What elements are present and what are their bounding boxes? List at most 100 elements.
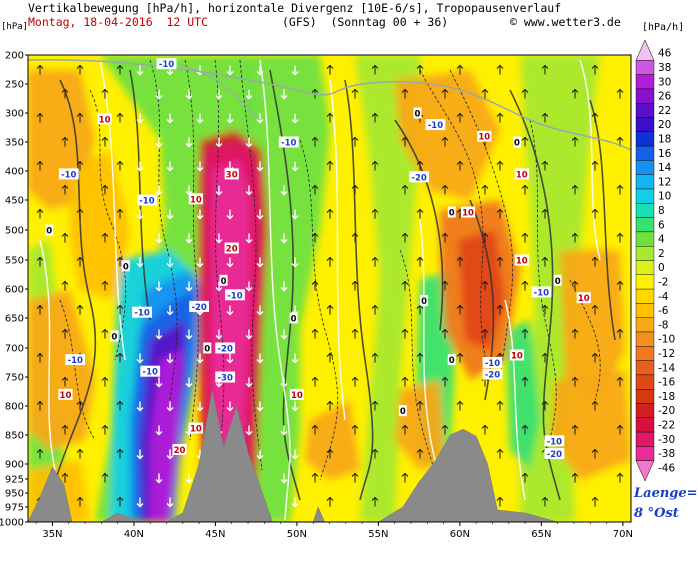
colorbar-label: -16 (658, 377, 675, 389)
up-arrow (116, 352, 124, 363)
zero-label-bg (398, 405, 407, 417)
up-arrow (456, 400, 464, 411)
up-arrow (441, 376, 449, 387)
up-arrow (36, 448, 44, 459)
colorbar-label: 38 (658, 62, 671, 74)
up-arrow (116, 496, 124, 507)
down-arrow (155, 377, 163, 388)
up-arrow (591, 208, 599, 219)
colorbar-label: 8 (658, 205, 665, 217)
up-arrow (571, 136, 579, 147)
colorbar-swatch (635, 217, 655, 233)
up-arrow (591, 256, 599, 267)
contour-label-bg (514, 254, 529, 266)
y-tick-label: 250 (5, 80, 24, 91)
up-arrow (496, 208, 504, 219)
up-arrow (521, 424, 529, 435)
down-arrow (215, 185, 223, 196)
colorbar-label: -8 (658, 319, 668, 331)
up-arrow (116, 112, 124, 123)
up-arrow (401, 88, 409, 99)
down-arrow (155, 233, 163, 244)
colorbar-swatch (635, 74, 655, 90)
down-arrow (215, 329, 223, 340)
contour-label-bg (531, 286, 552, 298)
up-arrow (101, 88, 109, 99)
contour-label-bg (215, 371, 236, 383)
up-arrow (541, 400, 549, 411)
down-arrow (280, 329, 288, 340)
contour-label-bg (132, 306, 152, 318)
up-arrow (116, 256, 124, 267)
zero-label-bg (110, 330, 119, 342)
contour-label: -10 (143, 368, 158, 378)
up-arrow (571, 184, 579, 195)
zero-contour (589, 99, 616, 341)
divergence-contour (149, 59, 178, 401)
colorbar-label: 4 (658, 234, 665, 246)
colorbar-label: -22 (658, 419, 675, 431)
field-region (550, 370, 631, 480)
colorbar-label: 18 (658, 133, 671, 145)
contour-label: -20 (191, 303, 206, 313)
zero-label: 0 (221, 277, 227, 287)
up-arrow (456, 112, 464, 123)
contour-label: -10 (281, 139, 296, 149)
down-arrow (280, 281, 288, 292)
down-arrow (155, 89, 163, 100)
down-arrow (136, 257, 144, 268)
up-arrow (616, 472, 624, 483)
zero-label: 0 (514, 139, 520, 149)
down-arrow (291, 209, 299, 220)
contour-label: 10 (516, 170, 528, 180)
contour-label-bg (225, 289, 245, 301)
up-arrow (456, 160, 464, 171)
down-arrow (291, 65, 299, 76)
up-arrow (61, 184, 69, 195)
contour-label-bg (278, 136, 299, 148)
contour-label-bg (189, 300, 210, 312)
up-arrow (61, 88, 69, 99)
colorbar-label: 46 (658, 48, 672, 60)
up-arrow (351, 88, 359, 99)
up-arrow (416, 448, 424, 459)
up-arrow (541, 64, 549, 75)
up-arrow (311, 136, 319, 147)
up-arrow (311, 472, 319, 483)
contour-label: -10 (68, 356, 83, 366)
contour-label-bg (409, 171, 430, 183)
up-arrow (481, 232, 489, 243)
contour-label: -30 (218, 374, 233, 384)
down-arrow (291, 161, 299, 172)
x-tick-label: 40N (124, 529, 144, 540)
up-arrow (101, 184, 109, 195)
up-arrow (61, 232, 69, 243)
longitude-note: Laenge= 8 °Ost (634, 484, 698, 524)
contour-label-bg (509, 349, 525, 361)
up-arrow (351, 472, 359, 483)
up-arrow (76, 208, 84, 219)
up-arrow (311, 424, 319, 435)
up-arrow (326, 208, 334, 219)
up-arrow (76, 256, 84, 267)
up-arrow (76, 304, 84, 315)
up-arrow (481, 280, 489, 291)
colorbar-swatch (635, 39, 655, 61)
up-arrow (401, 184, 409, 195)
down-arrow (245, 281, 253, 292)
down-arrow (166, 209, 174, 220)
up-arrow (101, 328, 109, 339)
down-arrow (215, 233, 223, 244)
down-arrow (215, 137, 223, 148)
up-arrow (76, 112, 84, 123)
up-arrow (61, 280, 69, 291)
zero-label-bg (553, 274, 562, 286)
contour-label: -20 (218, 345, 233, 355)
up-arrow (496, 496, 504, 507)
down-arrow (226, 257, 234, 268)
y-tick-label: 950 (5, 489, 24, 500)
up-arrow (541, 208, 549, 219)
up-arrow (441, 184, 449, 195)
down-arrow (185, 281, 193, 292)
